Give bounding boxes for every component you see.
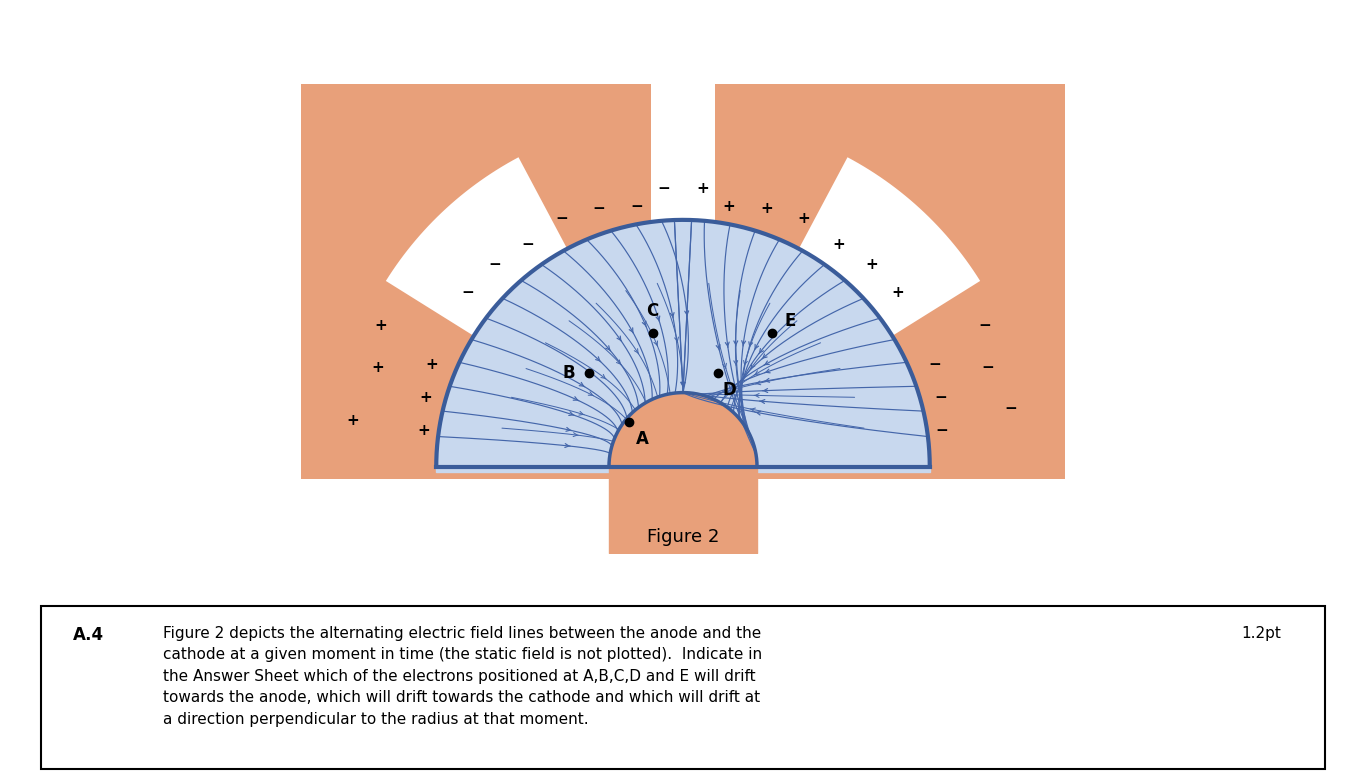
Text: +: + [418,423,430,437]
Text: 1.2pt: 1.2pt [1242,625,1281,641]
Text: +: + [425,357,437,372]
Text: +: + [419,390,432,405]
Polygon shape [794,157,981,341]
Text: −: − [982,360,994,375]
Text: +: + [723,199,735,214]
Text: +: + [347,413,359,428]
Text: +: + [372,360,384,375]
Text: −: − [556,211,568,226]
Polygon shape [652,84,714,264]
Text: +: + [832,237,846,252]
Polygon shape [436,220,930,467]
Text: E: E [784,312,795,330]
Text: −: − [1004,401,1018,416]
Text: +: + [374,319,388,333]
Text: −: − [978,319,992,333]
Text: B: B [561,364,575,382]
Text: +: + [798,211,810,226]
Text: A.4: A.4 [72,625,104,643]
Text: −: − [488,257,501,272]
Text: +: + [761,201,773,216]
Polygon shape [609,392,757,467]
Text: −: − [936,423,948,437]
Polygon shape [436,467,930,472]
Text: −: − [631,199,643,214]
Text: C: C [646,302,658,320]
Text: −: − [462,285,474,300]
Polygon shape [301,84,1065,479]
Text: Figure 2 depicts the alternating electric field lines between the anode and the
: Figure 2 depicts the alternating electri… [163,625,762,727]
Text: D: D [723,381,736,399]
Text: +: + [865,257,878,272]
Text: +: + [697,181,709,196]
Text: −: − [934,390,947,405]
Text: −: − [593,201,605,216]
Text: −: − [929,357,941,372]
Text: −: − [520,237,534,252]
Text: −: − [657,181,669,196]
Text: +: + [892,285,904,300]
Polygon shape [385,157,572,341]
Text: Figure 2: Figure 2 [647,528,719,546]
Text: A: A [637,430,649,448]
